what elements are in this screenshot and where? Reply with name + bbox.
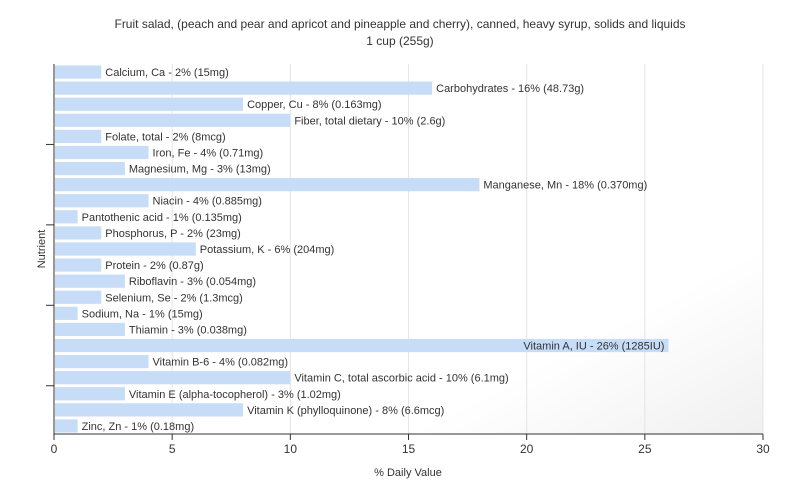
bar <box>55 81 433 95</box>
bar-data-label: Vitamin C, total ascorbic acid - 10% (6.… <box>294 373 508 385</box>
bar-data-label: Carbohydrates - 16% (48.73g) <box>436 83 584 95</box>
bar <box>55 178 480 192</box>
bar-data-label: Copper, Cu - 8% (0.163mg) <box>247 99 382 111</box>
bar-data-label: Pantothenic acid - 1% (0.135mg) <box>82 212 242 224</box>
bar <box>55 145 149 160</box>
bar-data-label: Selenium, Se - 2% (1.3mcg) <box>105 292 243 304</box>
bar <box>55 161 125 176</box>
x-tick-label: 10 <box>284 442 298 456</box>
bar-data-label: Folate, total - 2% (8mcg) <box>105 131 225 143</box>
bars: Calcium, Ca - 2% (15mg) Carbohydrates - 1… <box>55 65 669 433</box>
x-tick-label: 5 <box>169 442 176 456</box>
x-tick-label: 20 <box>520 442 534 456</box>
bar-data-label: Sodium, Na - 1% (15mg) <box>82 308 203 320</box>
bar <box>55 65 102 79</box>
bar <box>55 274 125 288</box>
bar <box>55 258 102 272</box>
bar-data-label: Iron, Fe - 4% (0.71mg) <box>153 147 264 159</box>
bar <box>55 129 102 143</box>
bar-data-label: Potassium, K - 6% (204mg) <box>200 244 334 256</box>
bar <box>55 113 291 127</box>
bar-data-label: Protein - 2% (0.87g) <box>105 260 203 272</box>
bar <box>55 194 149 208</box>
x-tick-label: 15 <box>402 442 416 456</box>
chart-subtitle: 1 cup (255g) <box>366 34 433 48</box>
x-tick-label: 0 <box>51 442 58 456</box>
bar-data-label: Vitamin K (phylloquinone) - 8% (6.6mcg) <box>247 405 444 417</box>
bar-data-label: Vitamin A, IU - 26% (1285IU) <box>523 341 664 353</box>
bar <box>55 226 102 240</box>
bar <box>55 242 196 256</box>
bar <box>55 419 78 433</box>
bar <box>55 97 244 111</box>
bar-data-label: Zinc, Zn - 1% (0.18mg) <box>82 421 194 433</box>
x-tick-label: 30 <box>756 442 770 456</box>
bar <box>55 371 291 385</box>
bar <box>55 355 149 369</box>
axes: 0 5 10 15 20 25 30 <box>46 64 770 456</box>
bar-data-label: Vitamin E (alpha-tocopherol) - 3% (1.02m… <box>129 389 341 401</box>
bar <box>55 322 125 337</box>
bar-data-label: Vitamin B-6 - 4% (0.082mg) <box>153 357 289 369</box>
bar-data-label: Magnesium, Mg - 3% (13mg) <box>129 164 271 176</box>
bar-data-label: Fiber, total dietary - 10% (2.6g) <box>294 115 445 127</box>
bar <box>55 387 125 401</box>
chart-title: Fruit salad, (peach and pear and apricot… <box>114 17 685 31</box>
bar-data-label: Riboflavin - 3% (0.054mg) <box>129 276 256 288</box>
bar <box>55 210 78 224</box>
bar <box>55 403 244 417</box>
y-axis-title: Nutrient <box>36 230 48 269</box>
bar-data-label: Thiamin - 3% (0.038mg) <box>129 324 247 336</box>
x-axis-title: % Daily Value <box>374 467 442 479</box>
bar <box>55 306 78 320</box>
bar <box>55 290 102 304</box>
bar-data-label: Phosphorus, P - 2% (23mg) <box>105 228 241 240</box>
bar-data-label: Manganese, Mn - 18% (0.370mg) <box>483 180 647 192</box>
x-tick-label: 25 <box>638 442 652 456</box>
bar-data-label: Niacin - 4% (0.885mg) <box>153 196 262 208</box>
bar <box>55 338 669 353</box>
bar-data-label: Calcium, Ca - 2% (15mg) <box>105 67 228 79</box>
